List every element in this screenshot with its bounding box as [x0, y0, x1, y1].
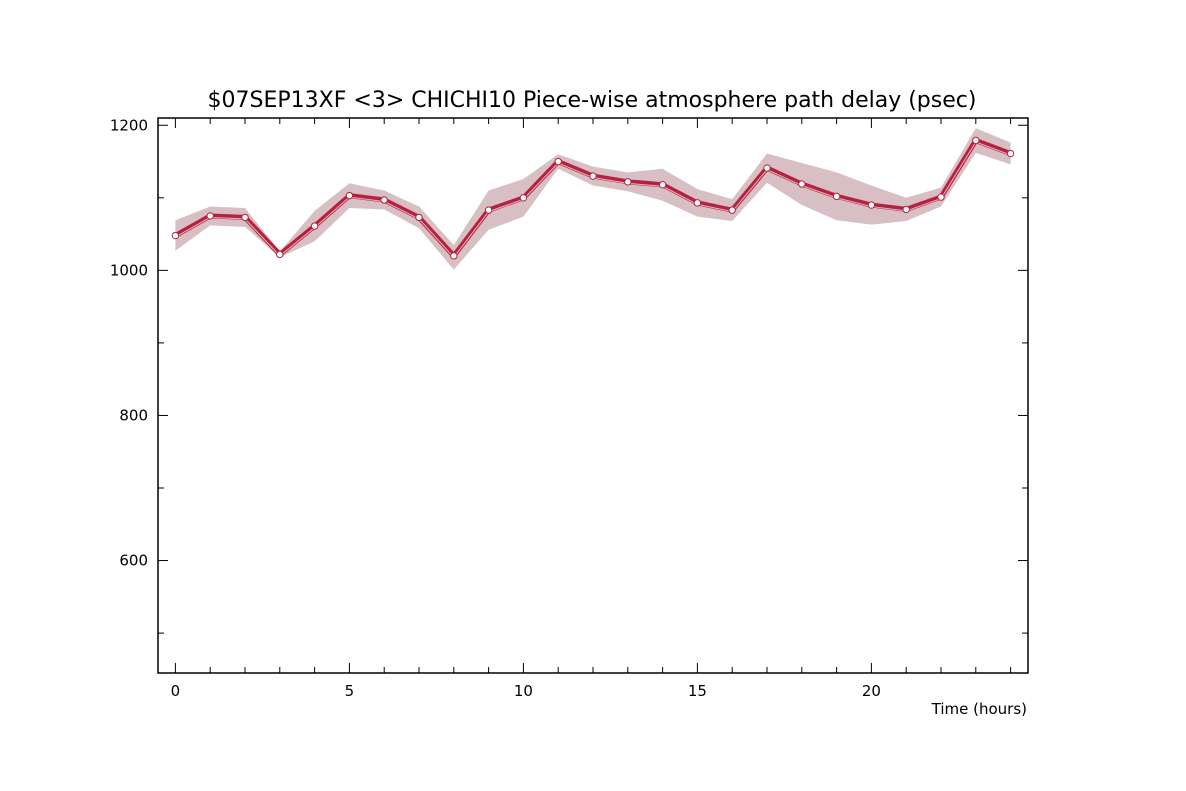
uncertainty-band-layer [175, 128, 1011, 270]
data-point [450, 252, 458, 260]
data-point [519, 194, 528, 202]
x-axis-label: Time (hours) [931, 700, 1027, 718]
chart-title: $07SEP13XF <3> CHICHI10 Piece-wise atmos… [208, 88, 977, 113]
x-tick-label: 0 [171, 682, 181, 700]
data-point [276, 250, 284, 259]
data-point [310, 222, 319, 230]
y-tick-label: 1200 [110, 116, 148, 134]
data-point [1006, 149, 1015, 158]
x-tick-label: 20 [862, 682, 881, 700]
data-point [206, 212, 214, 220]
data-point [902, 205, 910, 214]
tick-labels: 0 5 10 15 20 600 800 1000 1200 [110, 116, 881, 700]
data-point [693, 199, 702, 207]
data-point [972, 136, 980, 145]
y-tick-label: 800 [119, 406, 148, 424]
y-tick-label: 1000 [110, 261, 148, 279]
x-tick-label: 5 [345, 682, 355, 700]
x-tick-label: 10 [514, 682, 533, 700]
data-point [624, 178, 632, 186]
data-point [658, 181, 667, 189]
y-tick-label: 600 [119, 552, 148, 570]
data-point [171, 231, 180, 240]
data-point-layer [171, 136, 1015, 260]
data-point [798, 180, 806, 188]
x-tick-label: 15 [688, 682, 707, 700]
data-point [241, 213, 249, 222]
data-point [380, 196, 388, 204]
data-point [763, 164, 771, 172]
data-point [867, 201, 876, 209]
data-point [832, 192, 841, 201]
data-point [484, 206, 493, 214]
data-point [937, 193, 945, 201]
data-point [728, 206, 736, 214]
data-point [415, 213, 423, 222]
data-point [589, 172, 597, 180]
data-point [345, 191, 354, 200]
uncertainty-band [175, 128, 1011, 270]
axis-ticks [158, 118, 1028, 673]
data-point [554, 157, 562, 166]
